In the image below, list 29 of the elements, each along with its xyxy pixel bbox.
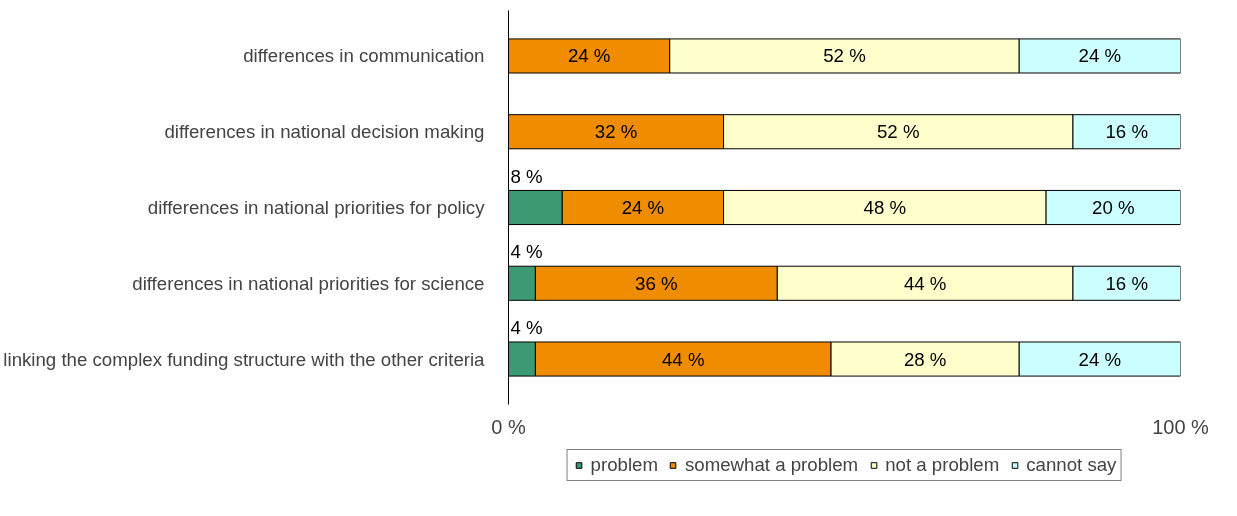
data-label: 8 % [510,165,543,187]
y-tick-label: differences in communication [243,45,485,67]
data-label: 20 % [1092,197,1135,218]
legend-label: somewhat a problem [684,454,859,476]
data-label: 24 % [567,45,611,67]
data-label: 28 % [903,348,947,370]
data-label: 44 % [903,272,947,294]
data-label: 24 % [1078,348,1122,370]
data-label: 36 % [635,272,678,294]
x-tick-label: 0 % [491,415,526,438]
data-label: 52 % [877,121,920,143]
x-tick-label: 100 % [1152,415,1210,438]
data-label: 4 % [510,317,543,339]
data-label: 44 % [661,348,705,370]
data-label: 24 % [1078,45,1122,67]
legend-label: cannot say [1026,454,1117,476]
y-tick-label: differences in national priorities for policy [147,197,486,218]
data-label: 16 % [1105,272,1149,294]
y-tick-label: linking the complex funding structure with the other criteria [3,348,486,370]
data-label: 16 % [1105,121,1149,143]
data-label: 4 % [510,241,543,263]
legend-label: not a problem [885,454,1000,476]
data-label: 52 % [823,45,866,67]
data-label: 48 % [863,197,907,218]
data-label: 32 % [594,121,638,143]
y-tick-label: differences in national priorities for science [132,272,485,294]
data-label: 24 % [621,197,665,218]
legend-label: problem [590,454,658,476]
y-tick-label: differences in national decision making [164,121,485,143]
